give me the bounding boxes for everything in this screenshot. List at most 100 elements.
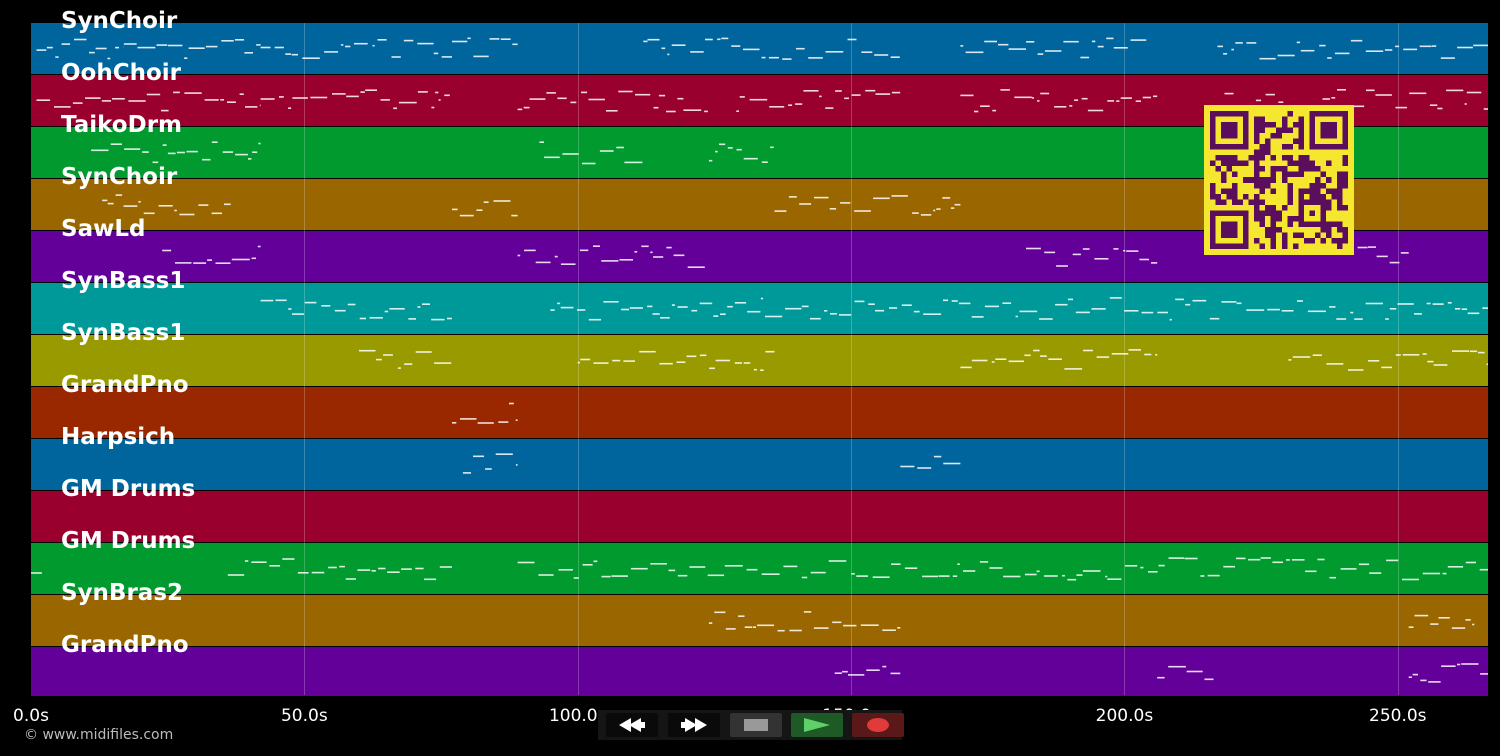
note: [1091, 308, 1106, 310]
note: [403, 39, 414, 42]
note: [204, 99, 219, 101]
qr-code-image: [1210, 111, 1348, 249]
note: [891, 91, 901, 94]
note: [302, 57, 320, 59]
note: [960, 366, 972, 369]
record-button[interactable]: [852, 713, 904, 737]
note: [115, 46, 119, 49]
note: [768, 56, 779, 59]
note: [434, 362, 452, 364]
note: [524, 249, 536, 252]
track-lane[interactable]: GM Drums: [31, 528, 1488, 595]
note: [288, 308, 292, 310]
gridline: [851, 23, 853, 695]
note: [796, 47, 805, 50]
track-lane[interactable]: GM Drums: [31, 476, 1488, 543]
note: [789, 629, 802, 632]
note: [830, 313, 837, 315]
note: [529, 98, 546, 100]
note: [227, 101, 236, 103]
track-label: GrandPno: [61, 372, 189, 398]
note: [152, 161, 159, 164]
note: [825, 107, 834, 109]
note: [224, 203, 231, 206]
note: [643, 40, 648, 43]
note: [202, 158, 211, 161]
note: [1305, 570, 1317, 573]
piano-roll: SynChoir OohChoir TaikoDrm SynChoir SawLd Syn…: [31, 8, 1488, 697]
note: [677, 306, 688, 308]
track-lane[interactable]: GrandPno: [31, 632, 1488, 697]
note: [102, 199, 108, 202]
note: [1056, 265, 1068, 267]
track-lane[interactable]: Harpsich: [31, 424, 1488, 491]
note: [1461, 308, 1468, 310]
note: [819, 95, 822, 98]
note: [473, 55, 489, 58]
note: [85, 97, 101, 99]
note: [938, 575, 950, 577]
note: [1081, 97, 1088, 100]
note: [814, 196, 829, 199]
note: [577, 361, 580, 364]
note: [1036, 570, 1040, 573]
track-label: SynChoir: [61, 164, 178, 190]
note: [1358, 563, 1370, 566]
note: [1255, 99, 1262, 102]
note: [835, 90, 842, 92]
note: [1192, 299, 1207, 302]
track-lane[interactable]: SynBass1: [31, 268, 1488, 335]
track-lane[interactable]: SynBass1: [31, 320, 1488, 387]
note: [708, 622, 713, 624]
note: [1037, 53, 1044, 55]
note: [1365, 302, 1383, 305]
note: [1483, 108, 1488, 110]
track-lane[interactable]: SynBras2: [31, 580, 1488, 647]
note: [1402, 354, 1420, 356]
note: [310, 96, 328, 99]
track-notes: [102, 194, 961, 217]
note: [36, 49, 47, 51]
note: [783, 565, 798, 568]
play-button[interactable]: [791, 713, 843, 737]
note: [671, 44, 686, 46]
note: [901, 304, 912, 306]
note: [965, 51, 984, 54]
note: [31, 572, 42, 574]
note: [462, 472, 471, 474]
stop-button[interactable]: [730, 713, 782, 737]
track-lane[interactable]: SynChoir: [31, 8, 1488, 75]
note: [251, 561, 267, 563]
note: [1063, 40, 1079, 43]
note: [1486, 363, 1488, 366]
track-lane[interactable]: GrandPno: [31, 372, 1488, 439]
note: [738, 615, 745, 617]
note: [89, 51, 95, 54]
note: [1124, 310, 1139, 312]
note: [900, 465, 915, 468]
note: [1153, 95, 1158, 98]
note: [176, 151, 185, 154]
note: [146, 93, 161, 96]
note: [1091, 40, 1096, 43]
note: [46, 46, 53, 49]
note: [891, 563, 901, 565]
note: [1080, 56, 1090, 59]
track-notes: [462, 453, 961, 474]
fast-forward-button[interactable]: [668, 713, 720, 737]
note: [660, 317, 670, 319]
note: [1307, 310, 1326, 313]
note: [720, 313, 726, 315]
note: [372, 44, 375, 47]
note: [387, 571, 400, 573]
note: [477, 422, 494, 424]
rewind-button[interactable]: [606, 713, 658, 737]
note: [417, 42, 434, 45]
note: [1015, 315, 1018, 318]
note: [1272, 561, 1283, 564]
note: [765, 315, 783, 318]
qr-code[interactable]: [1204, 105, 1354, 255]
note: [865, 89, 876, 92]
note: [215, 262, 231, 264]
note: [687, 266, 705, 268]
